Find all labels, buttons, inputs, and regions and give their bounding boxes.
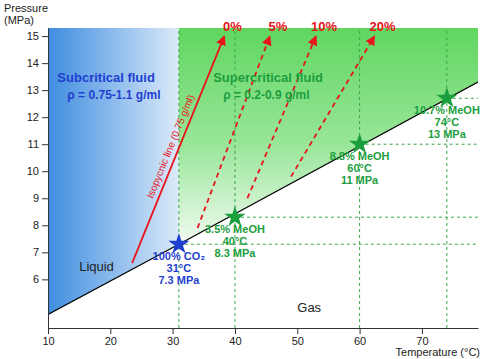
x-tick: 50 [292,328,304,347]
y-tick-mark [42,90,48,91]
x-tick-mark [297,328,298,334]
y-tick: 7 [33,246,48,258]
y-tick-label: 6 [33,273,39,285]
reference-hline [235,217,478,218]
y-tick-mark [42,63,48,64]
y-tick: 8 [33,219,48,231]
y-tick: 10 [27,165,48,177]
y-tick: 13 [27,84,48,96]
y-tick-label: 15 [27,30,39,42]
point-label: 31°C [167,262,192,274]
y-tick-label: 8 [33,219,39,231]
texts: 0% Isopycnic line (0.75 g/ml) 5% 10% 20% 100%… [57,19,480,315]
y-tick-label: 9 [33,192,39,204]
annotation: Gas [297,300,321,315]
region-density: ρ = 0.2-0.9 g/ml [223,88,309,102]
x-axis: 10 20 30 40 50 60 70 [42,328,478,347]
y-tick-mark [42,36,48,37]
point-label: 11 MPa [341,174,379,186]
x-tick: 70 [416,328,428,347]
y-axis-line [48,29,49,329]
isopycnic-arrow [247,36,316,198]
x-tick-label: 50 [292,335,304,347]
x-tick-label: 20 [105,335,117,347]
chart: 0% Isopycnic line (0.75 g/ml) 5% 10% 20% 100%… [0,0,484,359]
x-tick: 10 [42,328,54,347]
x-tick: 30 [167,328,179,347]
phase-boundary [48,82,478,314]
y-tick: 6 [33,273,48,285]
y-tick-mark [42,279,48,280]
x-tick-mark [48,328,49,334]
x-tick-mark [173,328,174,334]
y-tick-mark [42,252,48,253]
x-tick: 20 [105,328,117,347]
point-label: 7.3 MPa [158,274,200,286]
series-label: 5% [268,19,287,34]
y-tick: 14 [27,57,48,69]
y-tick-label: 11 [28,138,39,150]
point-label: 8.3 MPa [214,247,256,259]
annotation: Liquid [79,259,114,274]
y-tick-mark [42,198,48,199]
series-label: 0% [223,19,242,34]
series-label: 20% [370,19,396,34]
point-label: 13 MPa [428,128,467,140]
x-tick-label: 30 [167,335,179,347]
point-label: 3.5% MeOH [205,223,265,235]
x-tick-mark [360,328,361,334]
y-tick-mark [42,171,48,172]
point-label: 8.8% MeOH [330,150,390,162]
y-tick: 9 [33,192,48,204]
y-tick-mark [42,117,48,118]
reference-hline [360,144,478,145]
point-label: 74°C [435,116,460,128]
point-label: 60°C [347,162,372,174]
y-tick-mark [42,225,48,226]
x-tick-label: 70 [416,335,428,347]
series-label: 10% [311,19,337,34]
y-tick-label: 13 [27,84,39,96]
x-axis-title: Temperature (°C) [396,346,480,358]
reference-vline [446,28,447,328]
x-tick-label: 60 [354,335,366,347]
isopycnic-arrow [198,36,270,228]
y-axis-title: Pressure [4,2,48,14]
y-axis: 6 7 8 9 10 11 12 13 14 15 [27,29,49,329]
point-label: 100% CO₂ [153,250,206,262]
region-density: ρ = 0.75-1.1 g/ml [67,88,160,102]
y-tick-label: 7 [33,246,39,258]
x-tick-label: 40 [229,335,241,347]
y-axis-title: (MPa) [4,14,34,26]
y-tick-label: 14 [27,57,39,69]
x-tick: 40 [229,328,241,347]
line-label: Isopycnic line (0.75 g/ml) [144,93,196,200]
x-tick: 60 [354,328,366,347]
y-tick: 11 [28,138,48,150]
point-label: 10.7% MeOH [414,104,480,116]
y-tick: 12 [27,111,48,123]
y-tick-label: 12 [27,111,39,123]
y-tick-mark [42,144,48,145]
x-tick-mark [110,328,111,334]
supercritical-region [179,28,478,244]
region-title: Subcritical fluid [57,70,155,85]
x-tick-mark [235,328,236,334]
x-axis-line [49,328,479,329]
region-title: Supercritical fluid [213,70,323,85]
x-tick-mark [422,328,423,334]
plot-area [48,28,478,328]
y-tick: 15 [27,30,48,42]
y-tick-label: 10 [27,165,39,177]
point-label: 40°C [223,235,248,247]
x-tick-label: 10 [42,335,54,347]
